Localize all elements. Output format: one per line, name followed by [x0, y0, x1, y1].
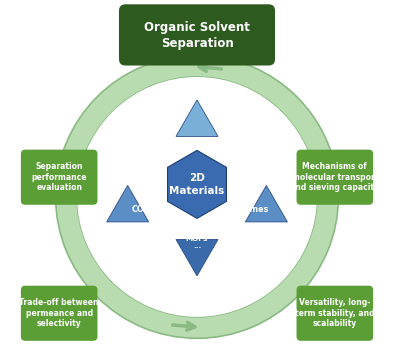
FancyBboxPatch shape	[297, 286, 373, 341]
Wedge shape	[56, 55, 338, 338]
FancyBboxPatch shape	[21, 286, 97, 341]
Polygon shape	[107, 185, 149, 222]
Text: Organic Solvent
Separation: Organic Solvent Separation	[144, 20, 250, 50]
FancyBboxPatch shape	[297, 150, 373, 205]
Text: 2D
Materials: 2D Materials	[169, 173, 225, 195]
Text: MXenes: MXenes	[234, 205, 269, 214]
Text: COFs: COFs	[131, 205, 154, 214]
Text: Separation
performance
evaluation: Separation performance evaluation	[32, 162, 87, 193]
FancyBboxPatch shape	[119, 4, 275, 66]
Text: Graphene
Materials: Graphene Materials	[175, 152, 219, 171]
Text: Versatility, long-
term stability, and
scalability: Versatility, long- term stability, and s…	[295, 298, 375, 329]
Polygon shape	[176, 240, 218, 276]
Circle shape	[78, 78, 316, 316]
Text: Trade-off between
permeance and
selectivity: Trade-off between permeance and selectiv…	[19, 298, 99, 329]
Text: BN, MoS₂
MOFs
...: BN, MoS₂ MOFs ...	[178, 229, 216, 249]
Text: Mechanisms of
molecular transport
and sieving capacity: Mechanisms of molecular transport and si…	[290, 162, 379, 193]
Polygon shape	[167, 150, 227, 218]
Polygon shape	[176, 100, 218, 136]
Polygon shape	[245, 185, 287, 222]
FancyBboxPatch shape	[21, 150, 97, 205]
